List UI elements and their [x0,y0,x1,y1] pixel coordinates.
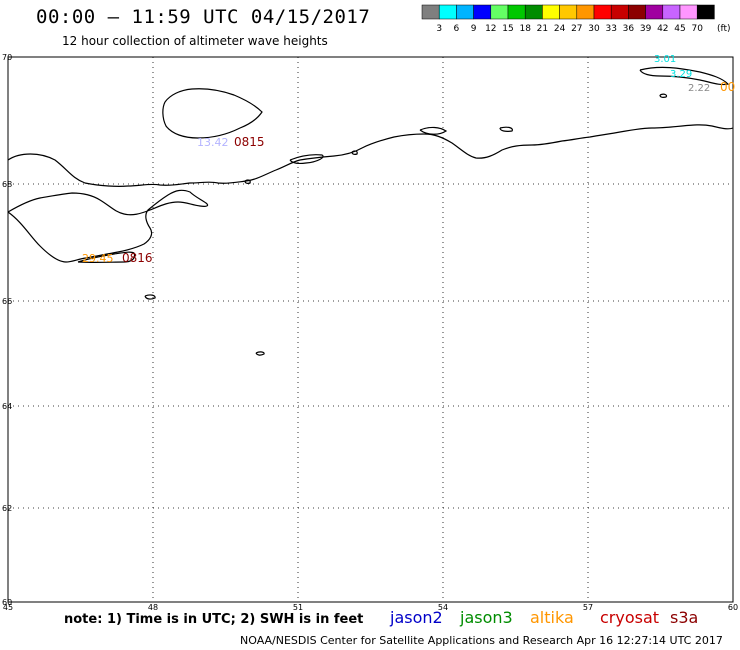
colorbar-tick-label: 24 [554,24,566,34]
colorbar-tick-label: 70 [691,24,703,34]
wave-height-label: 00 [720,80,735,94]
lat-tick-label: 60 [2,598,12,607]
wave-height-label: 3.29 [670,69,692,80]
satellite-legend-cryosat: cryosat [600,608,660,627]
lat-tick-label: 66 [2,297,12,306]
colorbar-tick-label: 6 [454,24,460,34]
wave-height-label: 0816 [122,251,153,265]
lon-tick-label: 54 [438,603,448,612]
lat-tick-label: 68 [2,180,12,189]
lon-tick-label: 51 [293,603,303,612]
colorbar-unit-label: (ft) [717,24,731,34]
satellite-legend-altika: altika [530,608,574,627]
satellite-legend-jason2: jason2 [390,608,443,627]
wave-height-label: 3.01 [654,54,676,65]
colorbar-tick-label: 30 [588,24,600,34]
colorbar: 3 6 9 12 15 18 21 24 27 30 33 36 39 42 45 70 (ft) [421,4,731,34]
wave-height-label: 29.45 [82,252,114,265]
colorbar-swatch [696,4,715,20]
lat-tick-label: 64 [2,402,12,411]
coastline [7,66,734,356]
map-title: 00:00 – 11:59 UTC 04/15/2017 [36,6,371,28]
colorbar-tick-label: 15 [502,24,513,34]
map-subtitle: 12 hour collection of altimeter wave hei… [62,34,328,48]
colorbar-tick-label: 42 [657,24,668,34]
colorbar-tick-label: 21 [537,24,548,34]
lon-tick-label: 48 [148,603,158,612]
wave-height-label: 2.22 [688,83,710,94]
map-frame [7,56,734,603]
wave-height-label: 13.42 [197,136,229,149]
lon-tick-label: 57 [583,603,593,612]
colorbar-tick-label: 12 [485,24,496,34]
footer-credit: NOAA/NESDIS Center for Satellite Applica… [240,634,723,647]
colorbar-tick-label: 39 [640,24,652,34]
colorbar-tick-label: 27 [571,24,582,34]
lon-tick-label: 60 [728,603,738,612]
colorbar-tick-label: 33 [605,24,616,34]
colorbar-tick-label: 36 [623,24,635,34]
colorbar-tick-label: 45 [674,24,685,34]
footer-note: note: 1) Time is in UTC; 2) SWH is in fe… [64,612,364,627]
lat-tick-label: 70 [2,53,12,62]
lon-tick-label: 45 [3,603,13,612]
wave-height-label: 0815 [234,135,265,149]
satellite-legend-s3a: s3a [670,608,699,627]
colorbar-tick-label: 9 [471,24,477,34]
colorbar-tick-label: 3 [436,24,442,34]
satellite-legend-jason3: jason3 [460,608,513,627]
lat-tick-label: 62 [2,504,12,513]
colorbar-tick-label: 18 [519,24,531,34]
